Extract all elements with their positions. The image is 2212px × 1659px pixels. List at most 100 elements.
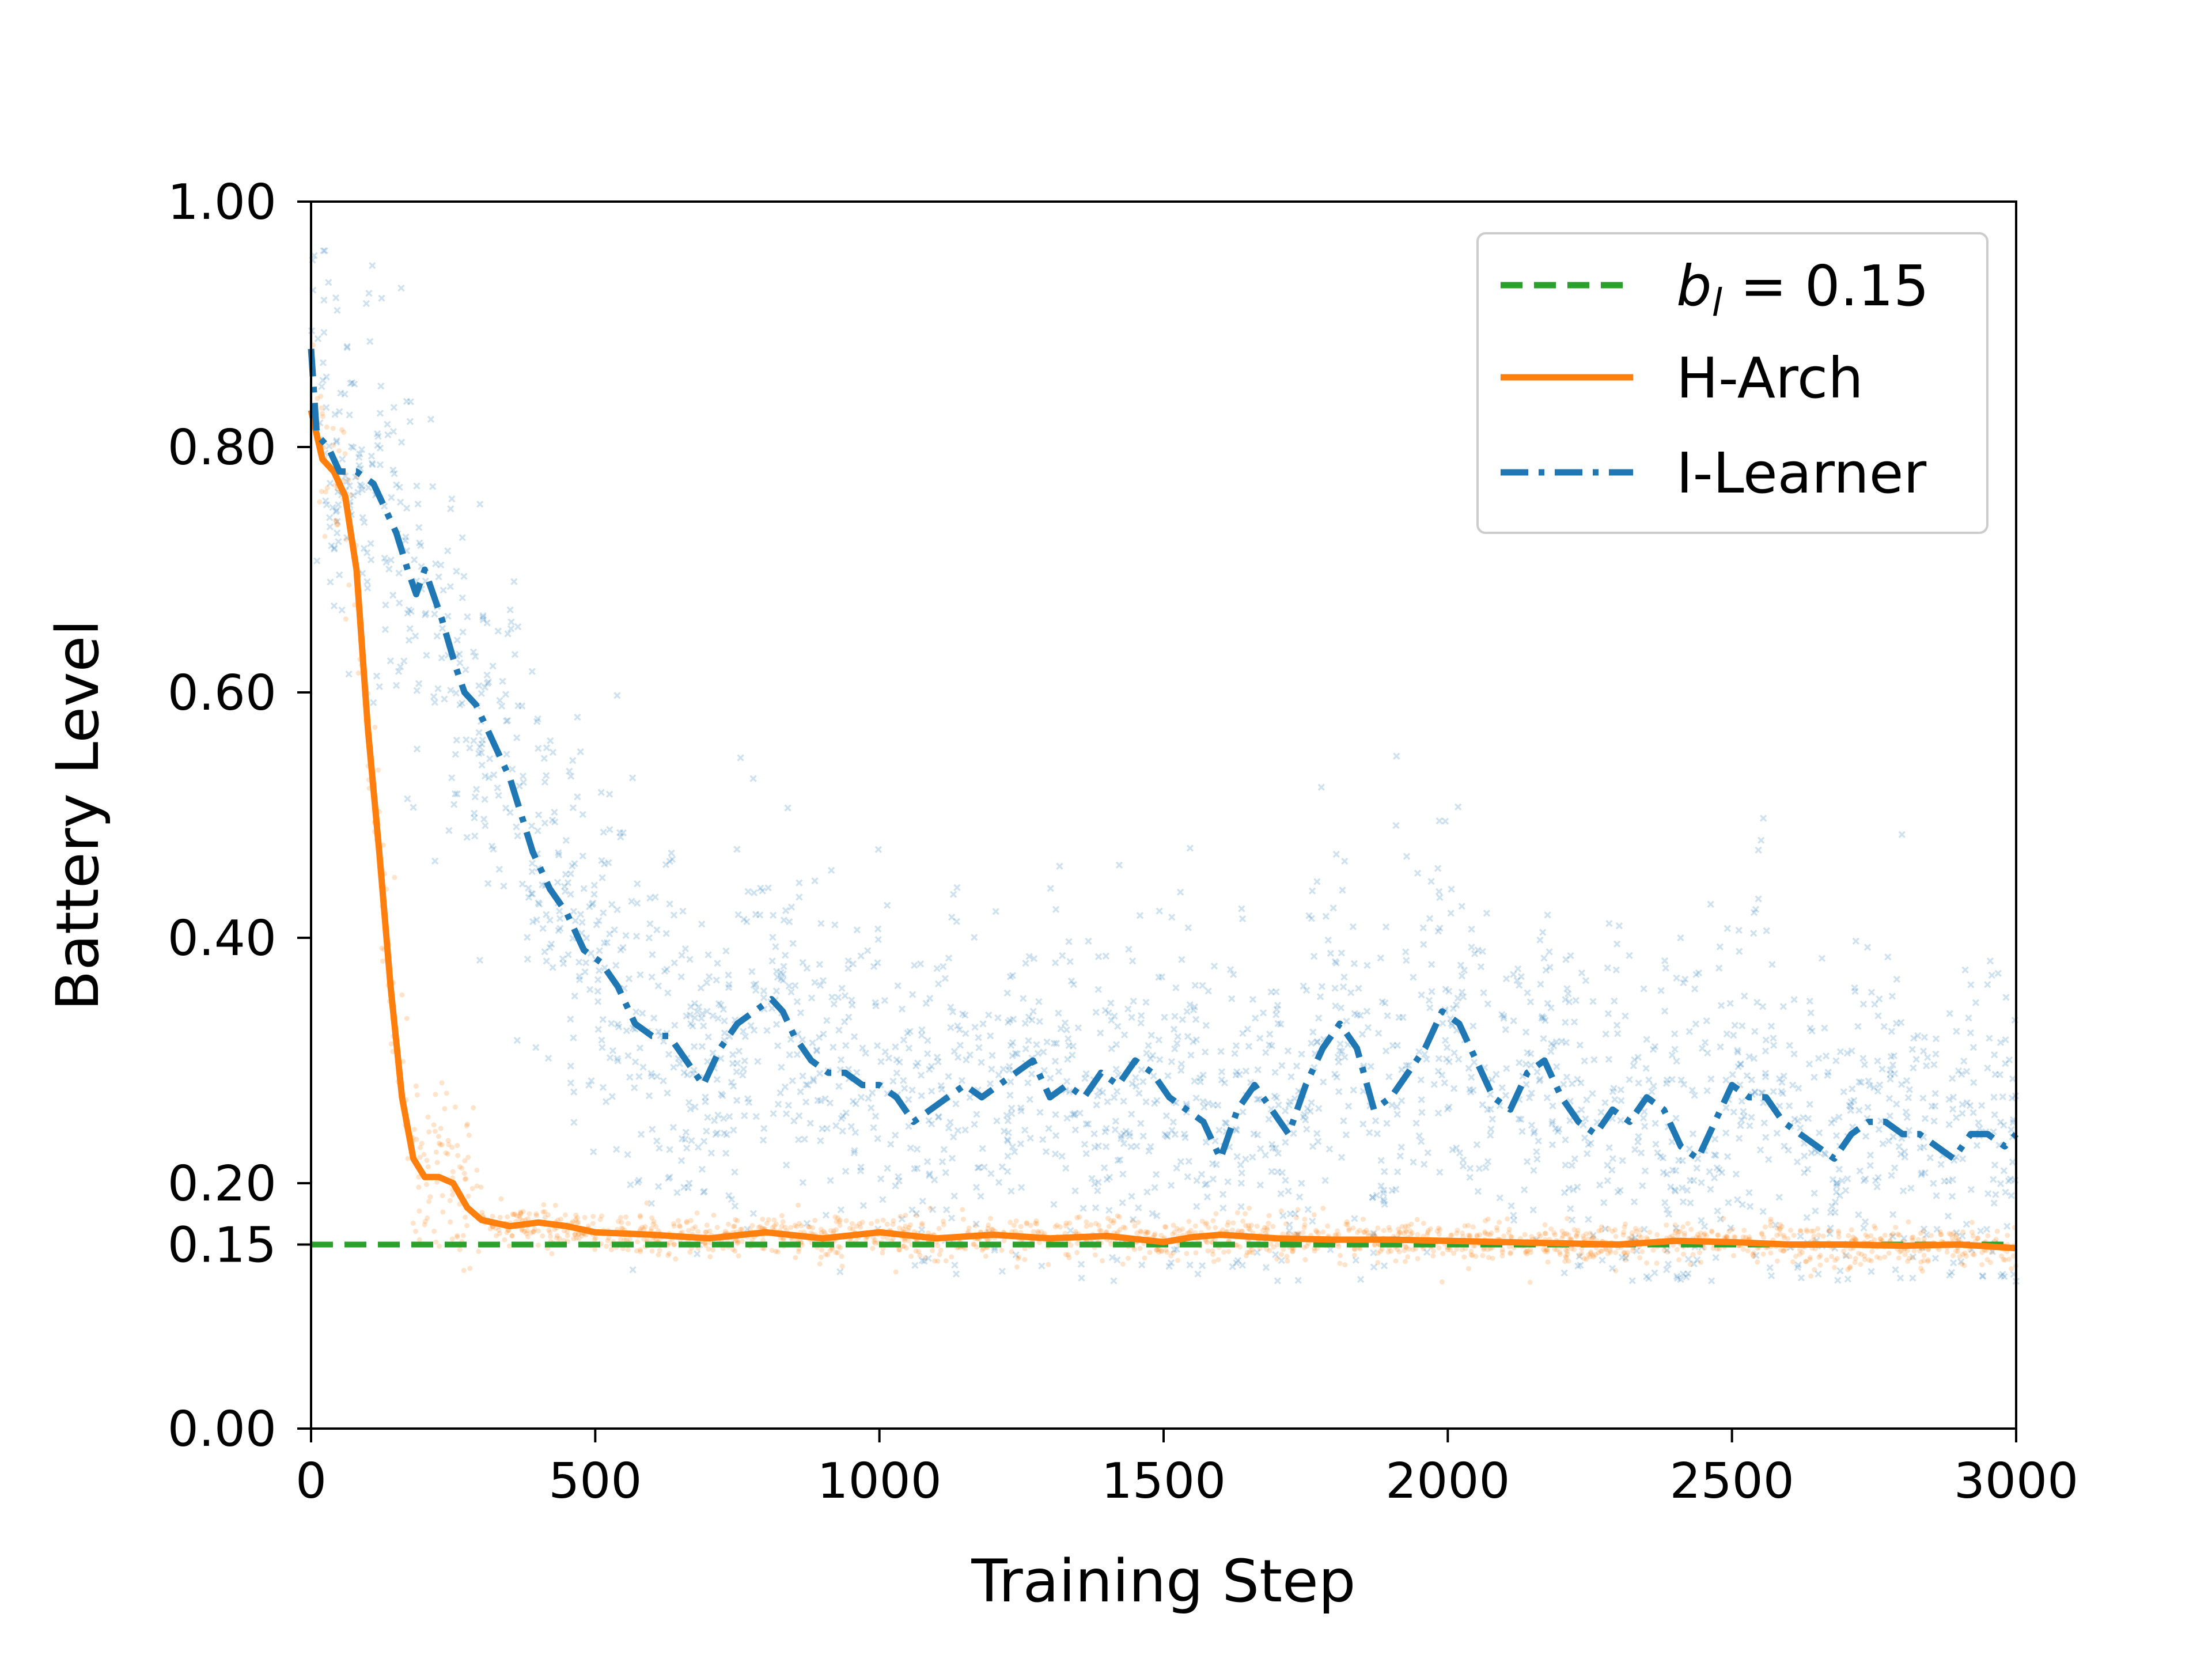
h-arch-sample-point <box>571 1236 577 1242</box>
h-arch-sample-point <box>536 1228 541 1234</box>
i-learner-sample-point <box>1827 1224 1834 1232</box>
h-arch-sample-point <box>1577 1253 1582 1259</box>
h-arch-sample-point <box>687 1249 693 1255</box>
i-learner-sample-point <box>441 695 448 703</box>
i-learner-sample-point <box>1418 1108 1426 1116</box>
i-learner-sample-point <box>332 508 340 516</box>
h-arch-sample-point <box>1192 1223 1198 1229</box>
i-learner-sample-point <box>690 1066 698 1074</box>
i-learner-sample-point <box>448 774 456 782</box>
i-learner-sample-point <box>850 1033 858 1040</box>
h-arch-sample-point <box>1874 1254 1880 1260</box>
i-learner-sample-point <box>1421 1050 1429 1058</box>
i-learner-sample-point <box>1762 1134 1770 1141</box>
i-learner-sample-point <box>1198 1262 1206 1270</box>
i-learner-sample-point <box>1233 1259 1240 1267</box>
h-arch-sample-point <box>575 1231 581 1237</box>
h-arch-sample-point <box>1896 1232 1902 1238</box>
h-arch-sample-point <box>462 1158 468 1164</box>
i-learner-sample-point <box>1291 1094 1299 1103</box>
h-arch-sample-point <box>1370 1230 1376 1236</box>
i-learner-sample-point <box>1324 936 1332 944</box>
i-learner-sample-point <box>1094 1187 1101 1195</box>
i-learner-sample-point <box>1405 1062 1412 1069</box>
i-learner-sample-point <box>1007 1104 1016 1112</box>
h-arch-sample-point <box>1847 1253 1853 1259</box>
i-learner-sample-point <box>639 1063 647 1071</box>
h-arch-sample-point <box>1842 1253 1848 1259</box>
h-arch-sample-point <box>1898 1248 1904 1253</box>
i-learner-sample-point <box>1673 1057 1680 1065</box>
i-learner-sample-point <box>1091 1143 1099 1151</box>
i-learner-sample-point <box>844 965 852 972</box>
h-arch-sample-point <box>1688 1262 1693 1267</box>
h-arch-sample-point <box>1960 1229 1966 1235</box>
i-learner-sample-point <box>1535 1137 1542 1145</box>
h-arch-sample-point <box>805 1224 811 1230</box>
h-arch-sample-point <box>1164 1249 1170 1255</box>
i-learner-sample-point <box>842 1168 850 1175</box>
i-learner-sample-point <box>1778 1088 1785 1096</box>
i-learner-sample-point <box>1851 984 1858 992</box>
h-arch-sample-point <box>1960 1252 1965 1257</box>
i-learner-sample-point <box>1137 1120 1145 1127</box>
h-arch-sample-point <box>1199 1218 1205 1224</box>
i-learner-sample-point <box>1832 1057 1840 1065</box>
i-learner-sample-point <box>1102 952 1110 960</box>
i-learner-sample-point <box>1909 1274 1916 1282</box>
h-arch-sample-point <box>1926 1247 1931 1252</box>
y-tick-label: 0.20 <box>168 1156 276 1213</box>
i-learner-sample-point <box>365 289 373 297</box>
h-arch-sample-point <box>1485 1247 1491 1252</box>
i-learner-sample-point <box>1081 1141 1089 1148</box>
h-arch-sample-point <box>1100 1258 1105 1264</box>
h-arch-sample-point <box>830 1246 835 1252</box>
h-arch-sample-point <box>517 1216 523 1222</box>
h-arch-sample-point <box>857 1221 862 1226</box>
h-arch-sample-point <box>1815 1226 1821 1232</box>
h-arch-sample-point <box>434 1160 440 1165</box>
i-learner-sample-point <box>874 846 882 853</box>
h-arch-sample-point <box>1249 1222 1254 1228</box>
i-learner-sample-point <box>1111 1012 1118 1020</box>
h-arch-sample-point <box>1868 1233 1874 1238</box>
h-arch-sample-point <box>542 1214 548 1220</box>
h-arch-sample-point <box>1488 1230 1494 1236</box>
i-learner-sample-point <box>1135 1204 1142 1211</box>
i-learner-sample-point <box>1421 1160 1428 1168</box>
h-arch-sample-point <box>528 1230 534 1236</box>
h-arch-sample-point <box>1425 1232 1430 1237</box>
h-arch-sample-point <box>1715 1233 1721 1238</box>
i-learner-sample-point <box>1286 1098 1294 1105</box>
i-learner-sample-point <box>781 1083 789 1091</box>
i-learner-sample-point <box>384 421 391 428</box>
h-arch-sample-point <box>1832 1257 1838 1263</box>
i-learner-sample-point <box>1126 1130 1134 1137</box>
h-arch-sample-point <box>1669 1233 1675 1239</box>
h-arch-sample-point <box>418 1145 423 1150</box>
i-learner-sample-point <box>1889 1133 1897 1141</box>
h-arch-sample-point <box>984 1237 990 1243</box>
i-learner-sample-point <box>1832 1132 1840 1139</box>
h-arch-sample-point <box>1714 1246 1720 1252</box>
h-arch-sample-point <box>1537 1233 1543 1239</box>
h-arch-sample-point <box>1474 1232 1480 1238</box>
h-arch-sample-point <box>1702 1231 1708 1237</box>
i-learner-sample-point <box>1457 961 1465 969</box>
h-arch-sample-point <box>707 1228 713 1234</box>
i-learner-sample-point <box>680 1069 688 1077</box>
h-arch-sample-point <box>1388 1248 1394 1254</box>
h-arch-sample-point <box>919 1221 925 1226</box>
h-arch-sample-point <box>896 1247 902 1252</box>
i-learner-sample-point <box>1959 1109 1966 1118</box>
i-learner-sample-point <box>2008 1192 2015 1199</box>
h-arch-sample-point <box>1506 1226 1512 1232</box>
i-learner-sample-point <box>1991 1051 1998 1059</box>
h-arch-sample-point <box>1562 1259 1568 1264</box>
h-arch-sample-point <box>1921 1236 1927 1241</box>
i-learner-sample-point <box>374 442 381 449</box>
i-learner-sample-point <box>666 1173 673 1181</box>
i-learner-sample-point <box>1543 1094 1551 1101</box>
h-arch-sample-point <box>1717 1246 1722 1252</box>
h-arch-sample-point <box>1506 1244 1512 1249</box>
